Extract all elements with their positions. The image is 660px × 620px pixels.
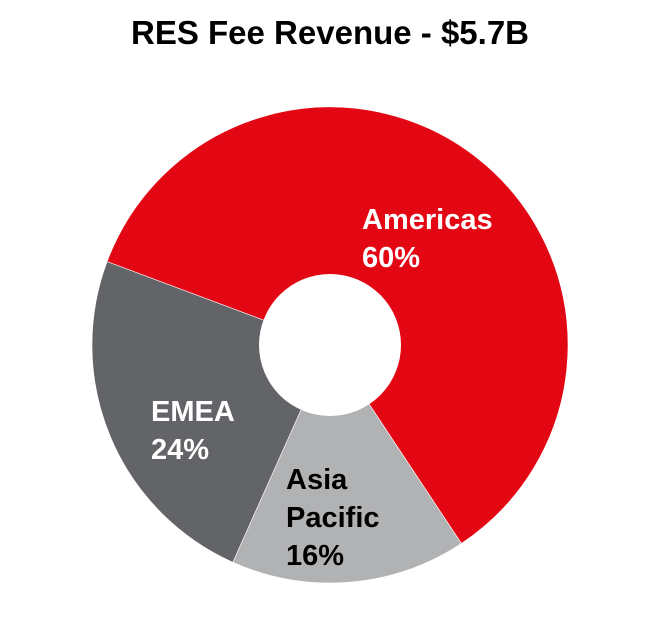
label-asia-pct: 16% — [286, 540, 345, 572]
slice-asia-pacific — [232, 344, 462, 584]
donut-hole — [259, 274, 401, 416]
label-emea: EMEA 24% — [151, 393, 235, 469]
label-americas-pct: 60% — [362, 242, 421, 274]
label-americas: Americas 60% — [362, 201, 493, 277]
label-asia-pacific: Asia Pacific 16% — [286, 461, 380, 575]
label-emea-name: EMEA — [151, 396, 235, 428]
chart-title: RES Fee Revenue - $5.7B — [131, 14, 529, 51]
label-asia-line2: Pacific — [286, 502, 380, 534]
label-emea-pct: 24% — [151, 434, 210, 466]
label-asia-line1: Asia — [286, 464, 348, 496]
label-americas-name: Americas — [362, 204, 493, 236]
